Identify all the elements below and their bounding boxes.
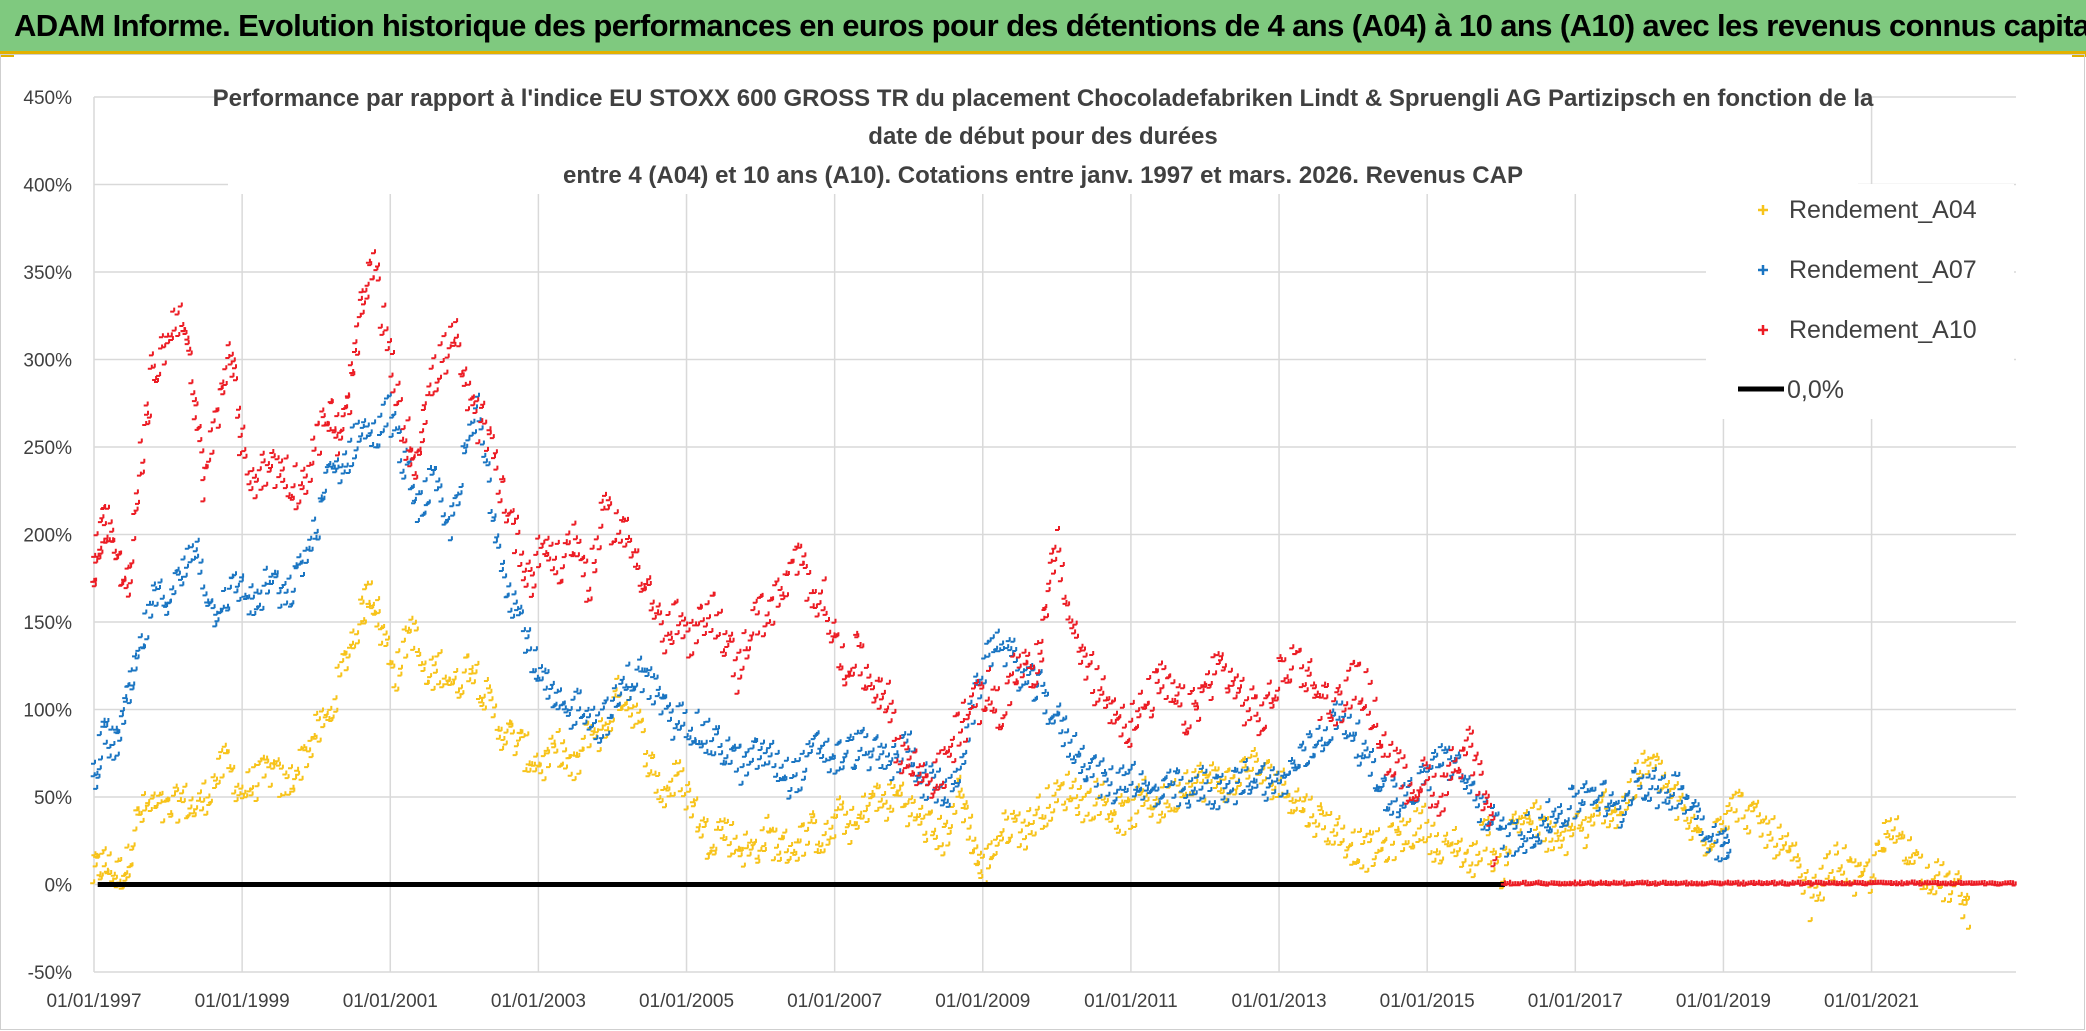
legend-marker-icon — [1758, 325, 1768, 335]
legend: Rendement_A04 Rendement_A07 Rendement_A10 0… — [1706, 184, 2014, 419]
chart-frame — [0, 54, 2085, 1030]
legend-label: 0,0% — [1787, 376, 1844, 404]
banner-corner-left — [0, 54, 14, 57]
chart-title: Performance par rapport à l'indice EU ST… — [213, 78, 1874, 194]
y-tick-label: 400% — [23, 176, 72, 197]
legend-label: Rendement_A07 — [1789, 256, 1977, 284]
y-tick-label: -50% — [28, 963, 72, 984]
chart-title-background — [228, 78, 1858, 194]
x-tick-label: 01/01/2019 — [1676, 991, 1771, 1012]
y-tick-label: 450% — [23, 88, 72, 109]
chart-title-line: Performance par rapport à l'indice EU ST… — [213, 85, 1874, 112]
series-A04-points — [90, 580, 1971, 930]
chart-title-line: entre 4 (A04) et 10 ans (A10). Cotations… — [563, 162, 1523, 189]
series-A10-points — [90, 249, 1498, 868]
x-tick-label: 01/01/2017 — [1528, 991, 1623, 1012]
header-banner: ADAM Informe. Evolution historique des p… — [0, 0, 2086, 54]
x-tick-label: 01/01/2007 — [787, 991, 882, 1012]
series-A07-points — [90, 392, 1732, 863]
x-tick-label: 01/01/1999 — [195, 991, 290, 1012]
x-tick-label: 01/01/2003 — [491, 991, 586, 1012]
x-tick-label: 01/01/2011 — [1084, 991, 1178, 1012]
y-tick-label: 250% — [23, 438, 72, 459]
banner-corner-right — [2072, 54, 2086, 57]
x-tick-label: 01/01/2001 — [343, 991, 438, 1012]
legend-label: Rendement_A10 — [1789, 316, 1977, 344]
legend-marker-icon — [1758, 265, 1768, 275]
x-axis-ticks: 01/01/1997 01/01/1999 01/01/2001 01/01/2003… — [46, 991, 1919, 1012]
legend-background — [1706, 184, 2014, 419]
x-tick-label: 01/01/2021 — [1824, 991, 1919, 1012]
series-A10-flat-points — [1500, 879, 2017, 887]
plot-area — [90, 249, 2017, 930]
x-tick-label: 01/01/1997 — [46, 991, 141, 1012]
x-tick-label: 01/01/2005 — [639, 991, 734, 1012]
legend-label: Rendement_A04 — [1789, 196, 1977, 224]
y-tick-label: 100% — [23, 701, 72, 722]
y-tick-label: 350% — [23, 263, 72, 284]
y-tick-label: 50% — [34, 788, 72, 809]
y-axis-ticks: -50% 0% 50% 100% 150% 200% 250% 300% 350% 400% 450… — [23, 88, 72, 984]
legend-marker-icon — [1758, 205, 1768, 215]
y-tick-label: 200% — [23, 526, 72, 547]
x-tick-label: 01/01/2015 — [1380, 991, 1475, 1012]
x-tick-label: 01/01/2009 — [935, 991, 1030, 1012]
y-tick-label: 300% — [23, 351, 72, 372]
y-tick-label: 0% — [45, 876, 73, 897]
x-tick-label: 01/01/2013 — [1232, 991, 1327, 1012]
header-title: ADAM Informe. Evolution historique des p… — [14, 7, 2086, 43]
chart-title-line: date de début pour des durées — [868, 123, 1217, 150]
y-tick-label: 150% — [23, 613, 72, 634]
